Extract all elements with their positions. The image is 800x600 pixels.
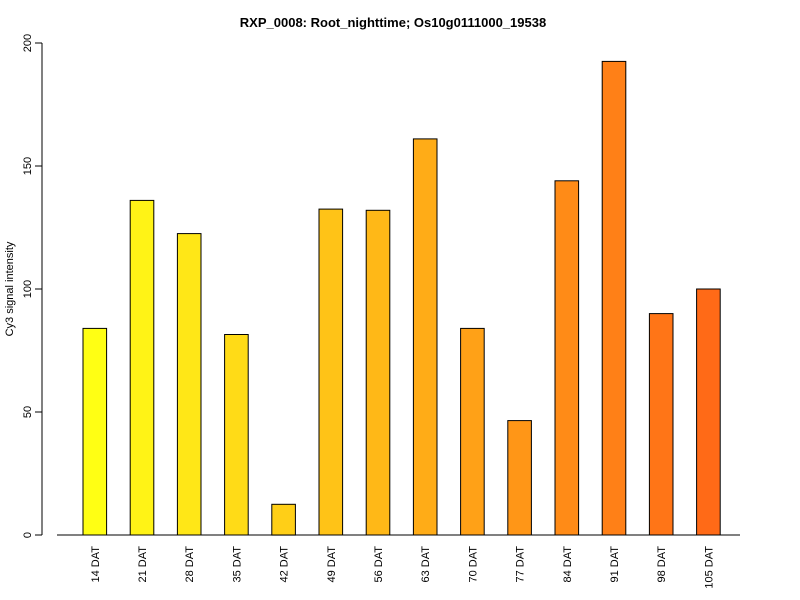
x-tick-label: 35 DAT [231,546,243,583]
bar-63-dat [412,138,438,536]
bar-49-dat [318,208,344,536]
y-tick-label: 200 [22,34,34,52]
x-tick-label: 28 DAT [184,546,196,583]
bar-84-dat [554,180,580,536]
x-tick-label: 63 DAT [420,546,432,583]
y-tick-label: 150 [22,157,34,175]
x-tick-label: 49 DAT [326,546,338,583]
bar-21-dat [129,199,155,536]
chart-title: RXP_0008: Root_nighttime; Os10g0111000_1… [240,15,546,30]
bar-98-dat [648,313,674,536]
bar-56-dat [365,209,391,536]
bar-28-dat [176,233,202,536]
y-tick-label: 100 [22,280,34,298]
bar-70-dat [460,327,485,536]
x-tick-label: 91 DAT [609,546,621,583]
x-tick-label: 56 DAT [373,546,385,583]
bar-91-dat [601,60,627,536]
x-tick-label: 70 DAT [467,546,479,583]
y-tick-label: 0 [22,532,34,538]
y-tick-label: 50 [22,406,34,418]
x-tick-label: 84 DAT [562,546,574,583]
x-axis: 14 DAT 21 DAT 28 DAT 35 DAT 42 DAT 49 DAT 56 D… [57,534,740,589]
x-tick-label: 105 DAT [703,546,715,589]
x-tick-label: 77 DAT [515,546,527,583]
x-tick-label: 21 DAT [137,546,149,583]
bar-14-dat [82,327,108,536]
x-tick-label: 14 DAT [90,546,102,583]
bars-group [82,60,721,536]
bar-105-dat [696,288,721,536]
y-axis: 0 50 100 150 200 [22,34,43,538]
bar-42-dat [271,503,296,536]
x-tick-label: 98 DAT [656,546,668,583]
bar-35-dat [224,334,249,536]
bar-77-dat [507,420,532,536]
y-axis-label: Cy3 signal intensity [4,241,16,336]
x-tick-label: 42 DAT [279,546,291,583]
